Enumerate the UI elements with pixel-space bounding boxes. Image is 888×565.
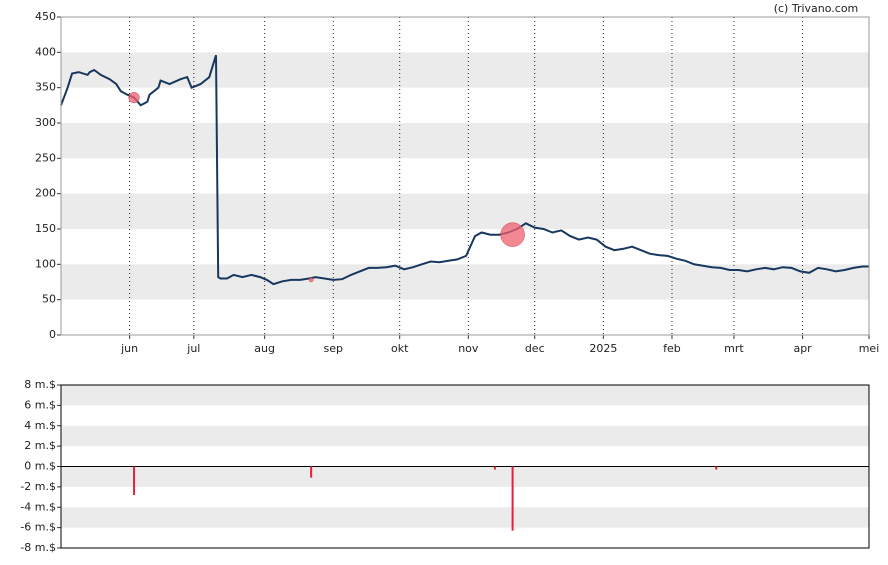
y-tick-label: 450	[35, 10, 56, 23]
y-tick-label: 0 m.$	[24, 460, 56, 473]
price-line	[60, 54, 869, 286]
y-tick-label: 8 m.$	[24, 378, 56, 391]
y-tick-label: 150	[35, 222, 56, 235]
grid-band	[61, 425, 869, 447]
bar	[310, 466, 313, 478]
y-tick-label: 6 m.$	[24, 398, 56, 411]
y-tick-label: 2 m.$	[24, 439, 56, 452]
trade-marker	[500, 222, 525, 247]
x-tick-label: jun	[120, 342, 138, 355]
bar	[511, 466, 514, 531]
y-tick-label: 0	[49, 328, 56, 341]
y-tick-label: -2 m.$	[20, 480, 56, 493]
y-tick-label: 350	[35, 81, 56, 94]
x-tick-label: nov	[458, 342, 479, 355]
x-tick-label: jul	[186, 342, 200, 355]
grid-band	[61, 466, 869, 487]
x-tick-label: okt	[391, 342, 409, 355]
y-tick-label: 250	[35, 151, 56, 164]
grid-band	[61, 507, 869, 528]
trade-marker	[308, 277, 314, 283]
x-tick-label: apr	[793, 342, 812, 355]
grid-band	[61, 193, 869, 229]
grid-band	[61, 385, 869, 406]
y-tick-label: 50	[42, 293, 56, 306]
y-tick-label: -4 m.$	[20, 500, 56, 513]
y-tick-label: 400	[35, 45, 56, 58]
bar	[715, 466, 718, 470]
bar	[493, 466, 496, 470]
y-tick-label: 300	[35, 116, 56, 129]
x-tick-label: sep	[324, 342, 343, 355]
y-tick-label: -6 m.$	[20, 521, 56, 534]
y-tick-label: 200	[35, 187, 56, 200]
credit: (c) Trivano.com	[774, 2, 859, 15]
plot-frame	[60, 16, 870, 336]
y-tick-label: -8 m.$	[20, 541, 56, 554]
x-tick-label: aug	[254, 342, 275, 355]
x-tick-label: mei	[859, 342, 880, 355]
x-tick-label: mrt	[724, 342, 744, 355]
grid-band	[61, 52, 869, 88]
x-tick-label: 2025	[589, 342, 617, 355]
grid-band	[61, 264, 869, 300]
grid-band	[61, 123, 869, 159]
y-tick-label: 100	[35, 257, 56, 270]
y-tick-label: 4 m.$	[24, 419, 56, 432]
trade-marker	[128, 91, 140, 104]
bar	[133, 466, 136, 496]
plot-frame	[60, 384, 870, 549]
x-tick-label: feb	[663, 342, 681, 355]
x-tick-label: dec	[525, 342, 545, 355]
